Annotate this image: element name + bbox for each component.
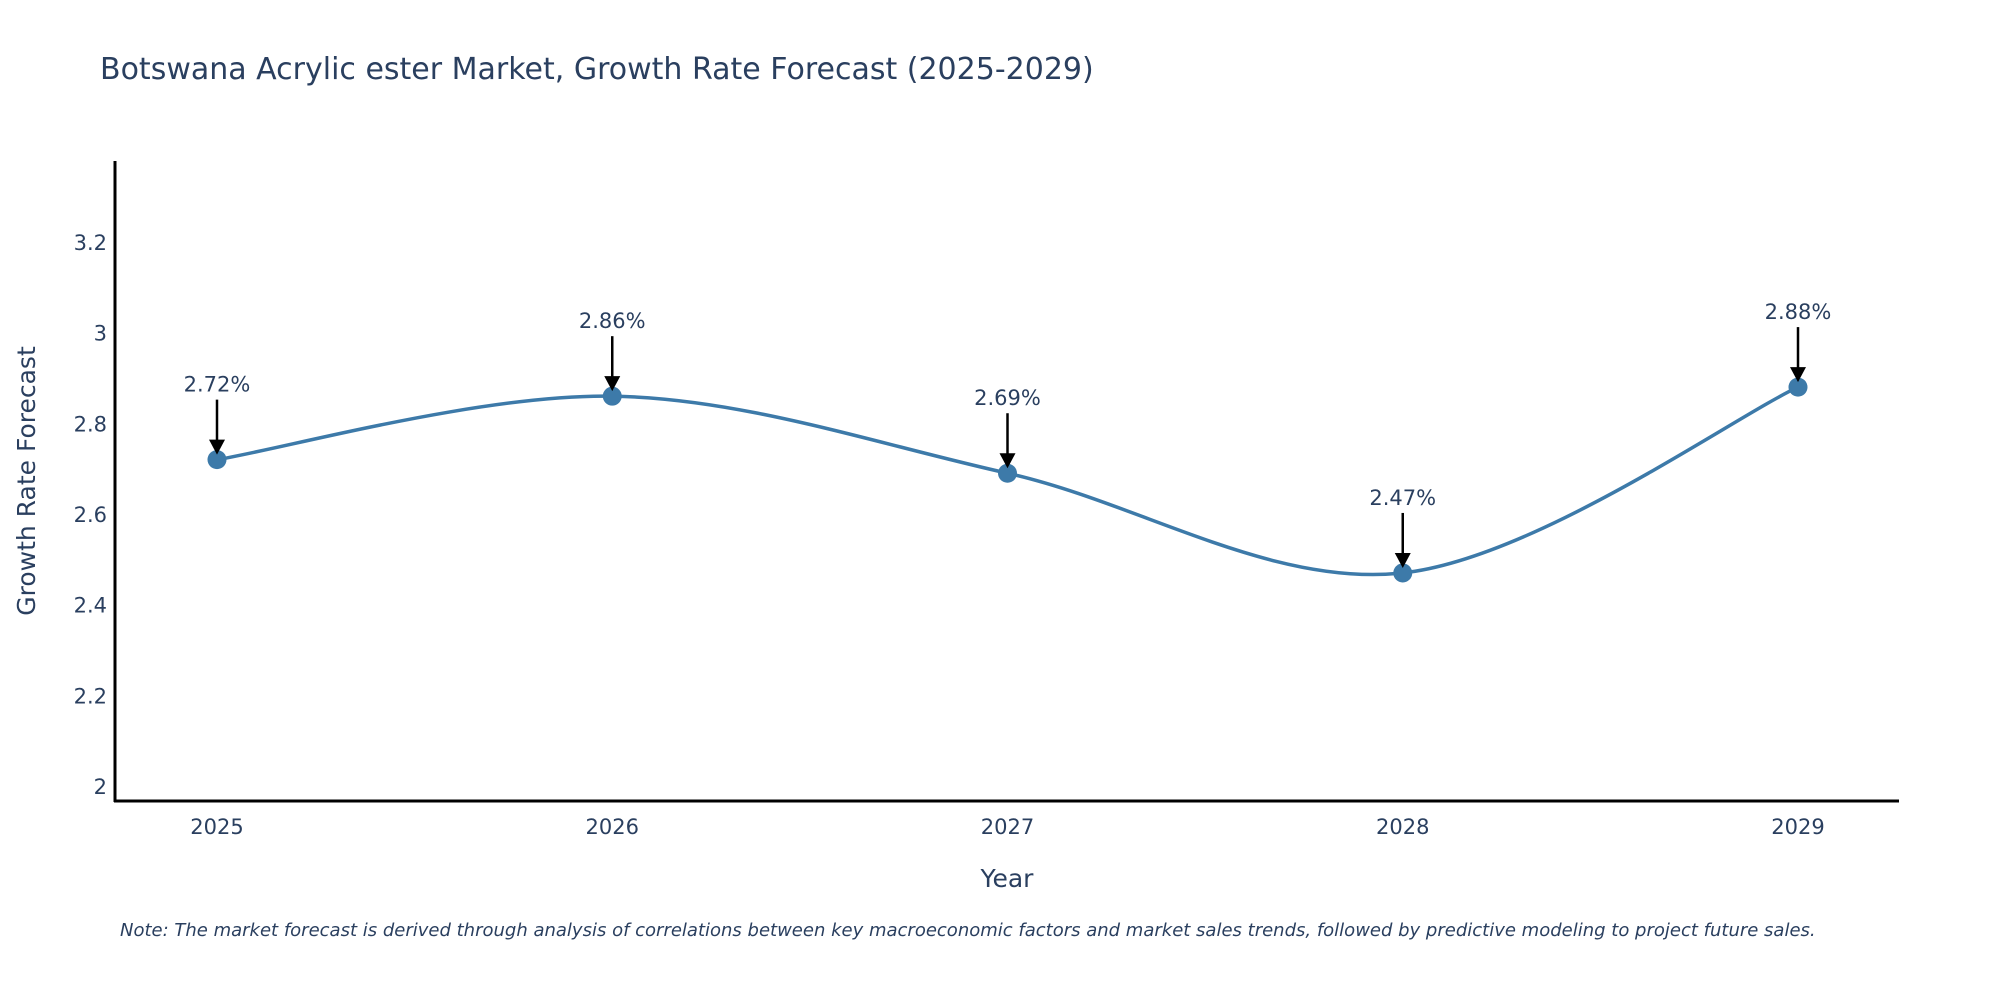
x-axis-title: Year: [980, 864, 1035, 893]
footnote: Note: The market forecast is derived thr…: [120, 920, 1816, 941]
annotation-2028: 2.47%: [1369, 486, 1436, 568]
arrow-down-icon: [604, 376, 621, 392]
x-tick-label: 2028: [1376, 815, 1429, 839]
arrow-down-icon: [1394, 552, 1411, 568]
arrow-down-icon: [1790, 367, 1806, 383]
y-tick-label: 3.2: [74, 231, 107, 255]
series-group: [207, 377, 1808, 583]
annotation-label: 2.72%: [184, 373, 251, 397]
y-tick-label: 2.4: [74, 594, 107, 618]
y-tick-label: 2.2: [74, 684, 107, 708]
x-tick-label: 2027: [981, 815, 1034, 839]
chart-title: Botswana Acrylic ester Market, Growth Ra…: [100, 52, 1094, 87]
y-tick-label: 3: [94, 322, 107, 346]
data-point-2026[interactable]: [602, 386, 622, 406]
y-axis-ticks: 2 2.2 2.4 2.6 2.8 3 3.2: [74, 231, 107, 799]
annotation-label: 2.47%: [1369, 486, 1436, 510]
arrow-down-icon: [209, 439, 225, 455]
y-tick-label: 2.6: [74, 503, 107, 527]
y-axis-title: Growth Rate Forecast: [12, 346, 41, 616]
annotation-2027: 2.69%: [974, 386, 1041, 469]
x-tick-label: 2025: [190, 815, 243, 839]
data-point-2028[interactable]: [1393, 563, 1413, 583]
data-point-2025[interactable]: [207, 450, 227, 470]
x-tick-label: 2029: [1771, 815, 1824, 839]
arrow-down-icon: [999, 453, 1016, 469]
data-point-2029[interactable]: [1788, 377, 1808, 397]
y-tick-label: 2: [94, 775, 107, 799]
annotation-2025: 2.72%: [184, 373, 251, 455]
annotation-2029: 2.88%: [1765, 300, 1832, 383]
annotation-2026: 2.86%: [579, 309, 646, 392]
annotation-label: 2.69%: [974, 386, 1041, 410]
annotations-group: 2.72% 2.86% 2.69% 2.47% 2.88%: [184, 300, 1832, 568]
y-tick-label: 2.8: [74, 412, 107, 436]
data-point-2027[interactable]: [998, 463, 1017, 483]
x-axis-ticks: 2025 2026 2027 2028 2029: [190, 815, 1824, 839]
annotation-label: 2.88%: [1765, 300, 1832, 324]
x-tick-label: 2026: [586, 815, 639, 839]
annotation-label: 2.86%: [579, 309, 646, 333]
